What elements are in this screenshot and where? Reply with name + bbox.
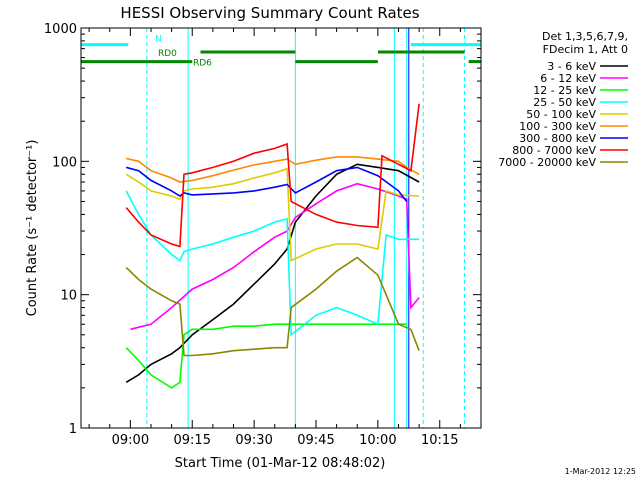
x-tick-label: 09:00 <box>112 433 149 448</box>
x-tick-label: 09:45 <box>297 433 334 448</box>
series-line <box>126 156 420 183</box>
series-line <box>125 323 407 389</box>
y-axis: 1 10 100 1000 <box>44 22 481 437</box>
legend-label: 7000 - 20000 keV <box>498 156 596 169</box>
x-tick-label: 10:00 <box>359 433 396 448</box>
x-axis-label: Start Time (01-Mar-12 08:48:02) <box>175 456 386 471</box>
legend-label: 100 - 300 keV <box>519 120 596 133</box>
x-tick-label: 09:30 <box>235 433 272 448</box>
series-lines <box>125 103 420 389</box>
y-tick-label: 100 <box>52 155 77 170</box>
legend-header-line: Det 1,3,5,6,7,9, <box>542 30 628 43</box>
footer-timestamp: 1-Mar-2012 12:25 <box>565 467 636 476</box>
plot-frame <box>80 27 482 429</box>
series-line <box>125 190 420 337</box>
legend-label: 3 - 6 keV <box>547 60 596 73</box>
series-line <box>125 256 420 357</box>
series-line <box>125 103 420 248</box>
flag-bar-label: N <box>155 35 162 45</box>
legend-header-line: FDecim 1, Att 0 <box>543 43 628 56</box>
legend-label: 12 - 25 keV <box>533 84 596 97</box>
series-line <box>125 163 420 383</box>
legend-label: 800 - 7000 keV <box>512 144 596 157</box>
x-tick-label: 10:15 <box>421 433 458 448</box>
chart-title: HESSI Observing Summary Count Rates <box>120 4 419 22</box>
series-line <box>125 167 420 262</box>
y-tick-label: 1000 <box>44 22 77 37</box>
x-tick-label: 09:15 <box>174 433 211 448</box>
y-tick-label: 1 <box>69 422 77 437</box>
legend-label: 50 - 100 keV <box>526 108 596 121</box>
flag-bar-label: RD0 <box>158 49 177 59</box>
series-line <box>130 182 420 331</box>
flag-bars: N RD0 RD6 <box>81 35 481 69</box>
legend: Det 1,3,5,6,7,9, FDecim 1, Att 0 3 - 6 k… <box>498 30 628 169</box>
y-axis-label: Count Rate (s⁻¹ detector⁻¹) <box>25 140 40 317</box>
series-line <box>125 166 408 202</box>
x-axis: 09:00 09:15 09:30 09:45 10:00 10:15 <box>88 28 482 448</box>
y-tick-label: 10 <box>60 289 77 304</box>
legend-label: 25 - 50 keV <box>533 96 596 109</box>
flag-bar-label: RD6 <box>193 59 212 69</box>
legend-label: 300 - 800 keV <box>519 132 596 145</box>
legend-label: 6 - 12 keV <box>540 72 596 85</box>
